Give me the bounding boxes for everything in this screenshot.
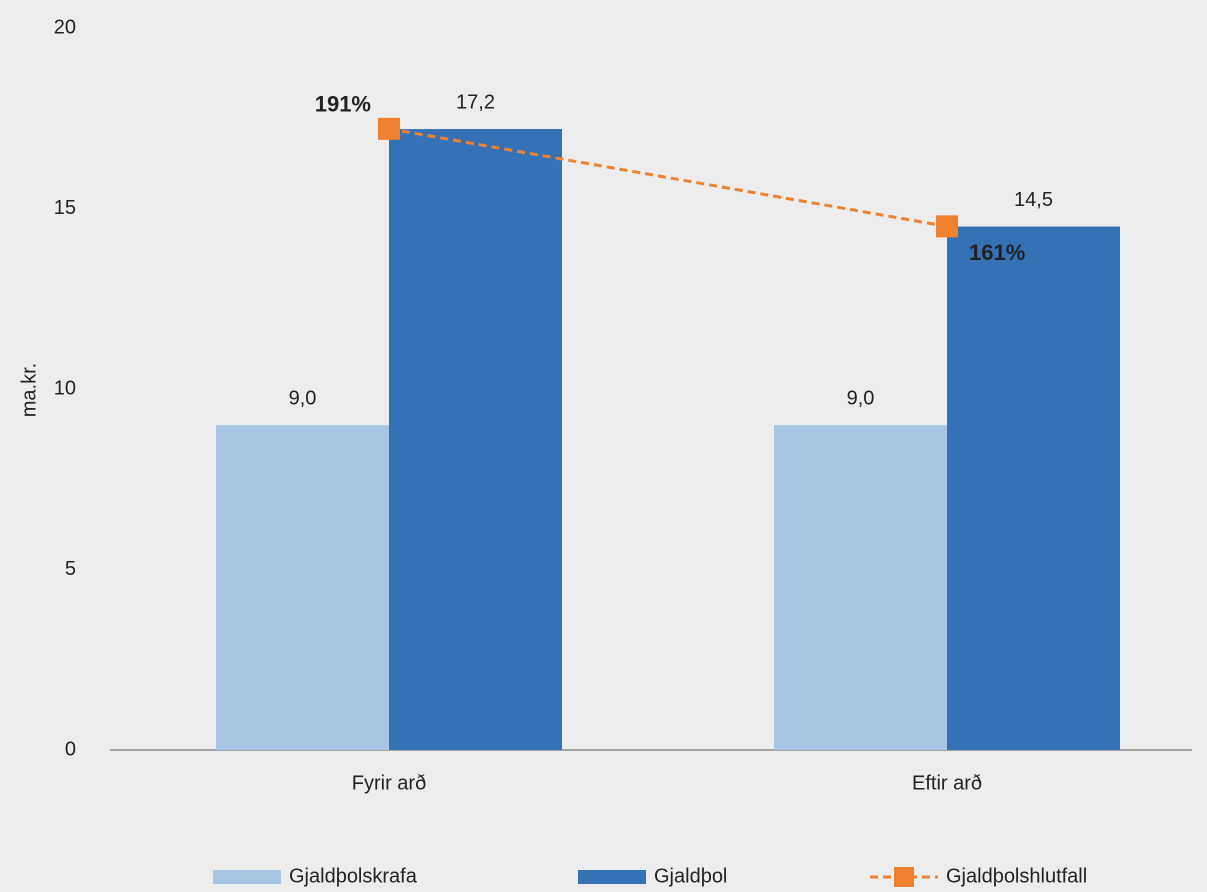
- bar-label: 9,0: [847, 387, 875, 409]
- bar-label: 9,0: [289, 387, 317, 409]
- line-marker: [936, 215, 958, 238]
- legend-label: Gjaldþolskrafa: [289, 865, 418, 887]
- y-tick-label: 20: [54, 16, 76, 38]
- x-tick-label: Fyrir arð: [352, 772, 426, 794]
- legend-label: Gjaldþol: [654, 865, 727, 887]
- bar-label: 14,5: [1014, 189, 1053, 211]
- line: [388, 127, 948, 228]
- line-label: 161%: [969, 240, 1025, 265]
- bar: [389, 129, 562, 750]
- line-label: 191%: [315, 92, 371, 117]
- y-tick-label: 15: [54, 197, 76, 219]
- y-tick-label: 10: [54, 377, 76, 399]
- bar: [774, 425, 947, 750]
- y-tick-label: 0: [65, 738, 76, 760]
- bar: [216, 425, 389, 750]
- bar-label: 17,2: [456, 91, 495, 113]
- legend-label: Gjaldþolshlutfall: [946, 865, 1087, 887]
- bar: [947, 226, 1120, 751]
- legend-swatch: [213, 870, 281, 884]
- legend-swatch: [894, 867, 914, 887]
- line-marker: [378, 117, 400, 140]
- y-axis-label: ma.kr.: [18, 363, 40, 417]
- y-tick-label: 5: [65, 558, 76, 580]
- legend-swatch: [578, 870, 646, 884]
- x-tick-label: Eftir arð: [912, 772, 982, 794]
